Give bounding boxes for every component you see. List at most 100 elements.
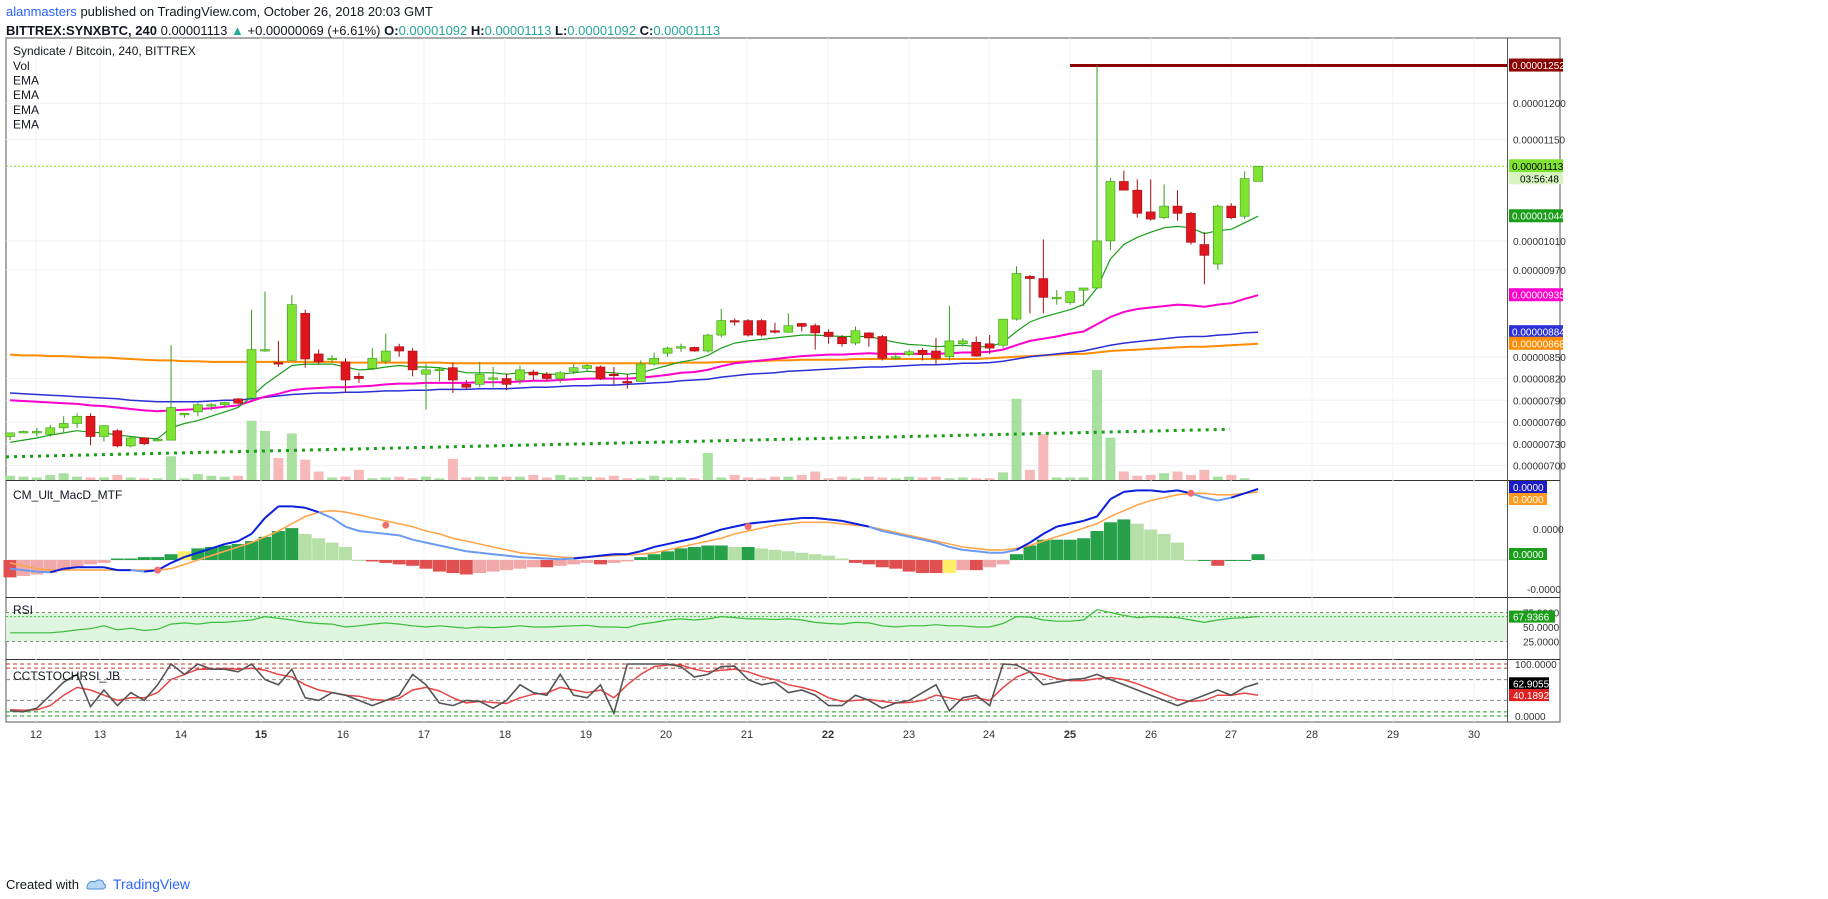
macd-histogram-bar: [97, 560, 111, 563]
candle-body: [179, 413, 190, 416]
countdown-bg: [1509, 172, 1563, 185]
y-tick-label: 0.00000790: [1513, 396, 1566, 407]
volume-bar: [1078, 477, 1089, 480]
volume-bar: [112, 474, 123, 480]
volume-bar: [528, 474, 539, 480]
candle-body: [327, 357, 337, 361]
candle-body: [193, 404, 203, 413]
macd-histogram-bar: [567, 560, 581, 565]
candle-body: [1132, 189, 1143, 214]
candle-body: [260, 349, 270, 352]
author-link[interactable]: alanmasters: [6, 4, 77, 19]
macd-histogram-bar: [741, 546, 755, 560]
macd-histogram-bar: [1184, 560, 1198, 561]
macd-histogram-bar: [848, 560, 862, 563]
macd-line-segment: [63, 566, 78, 570]
macd-histogram-bar: [674, 548, 688, 560]
candle-body: [689, 347, 700, 352]
candle-body: [1159, 205, 1169, 218]
candle-body: [971, 342, 982, 357]
volume-bar: [407, 478, 418, 480]
volume-bar: [18, 476, 29, 480]
macd-line-segment: [1123, 489, 1138, 493]
volume-bar: [1199, 469, 1210, 480]
macd-histogram-bar: [137, 557, 151, 560]
volume-bar: [810, 471, 821, 480]
macd-histogram-bar: [768, 549, 782, 560]
candle-body: [1105, 181, 1116, 242]
last-price: 0.00001113: [160, 23, 228, 38]
macd-histogram-bar: [808, 554, 822, 560]
x-tick-label: 18: [499, 729, 511, 741]
stoch-rsi-pane[interactable]: [6, 662, 1507, 717]
legend-entry: EMA: [13, 103, 39, 117]
volume-bar: [743, 477, 754, 480]
y-tick-label: 0.00000760: [1513, 418, 1566, 429]
tradingview-link[interactable]: TradingView: [112, 876, 191, 892]
macd-line-segment: [573, 556, 588, 560]
price-axis-label: 0.00001044: [1512, 212, 1565, 223]
macd-histogram-bar: [661, 551, 675, 560]
candle-body: [421, 369, 431, 375]
macd-y-tick: -0.0000: [1527, 585, 1561, 596]
volume-bar: [125, 477, 136, 480]
x-tick-label: 24: [983, 729, 995, 741]
stoch-value-bg: [1509, 689, 1549, 702]
volume-bar: [1212, 476, 1223, 480]
macd-line-segment: [9, 567, 24, 572]
rsi-pane[interactable]: [6, 608, 1507, 642]
footer: Created with TradingView: [6, 876, 190, 892]
macd-line-segment: [170, 556, 185, 564]
macd-histogram-bar: [1130, 523, 1144, 560]
volume-bar: [729, 474, 740, 480]
volume-bar: [850, 478, 861, 480]
candle-body: [783, 325, 794, 333]
macd-histogram-bar: [1050, 539, 1064, 560]
price-axis-label-bg: [1509, 288, 1563, 302]
macd-line-segment: [1002, 548, 1017, 554]
volume-bar: [514, 476, 525, 480]
x-tick-label: 14: [175, 729, 187, 741]
volume-bar: [783, 476, 794, 480]
macd-histogram-bar: [875, 560, 889, 568]
volume-bar: [702, 452, 713, 480]
x-tick-label: 28: [1306, 729, 1318, 741]
macd-line-segment: [707, 528, 722, 535]
candle-body: [233, 398, 243, 404]
volume-bar: [246, 420, 257, 480]
macd-line-segment: [586, 554, 601, 559]
macd-line-segment: [479, 551, 494, 556]
tradingview-logo-icon[interactable]: [85, 877, 107, 891]
candle-body: [32, 431, 42, 434]
candle-body: [45, 427, 56, 435]
macd-value-label: 0.0000: [1513, 495, 1544, 506]
volume-bar: [1092, 370, 1103, 480]
macd-line-segment: [1096, 498, 1112, 518]
candle-body: [367, 357, 378, 369]
volume-bar: [488, 476, 499, 480]
candle-body: [810, 325, 821, 334]
macd-line-segment: [1150, 489, 1165, 493]
ohlc-line: BITTREX:SYNXBTC, 240 0.00001113 ▲ +0.000…: [6, 21, 720, 40]
macd-pane[interactable]: [3, 487, 1265, 578]
macd-line-segment: [908, 535, 923, 541]
candle-body: [407, 350, 418, 371]
volume-bar: [259, 430, 270, 480]
macd-line-segment: [36, 570, 51, 574]
candle-body: [515, 369, 525, 381]
macd-line-segment: [721, 525, 735, 531]
price-pane[interactable]: [5, 64, 1507, 480]
volume-bar: [662, 477, 673, 480]
macd-histogram-bar: [486, 560, 500, 572]
macd-histogram-bar: [245, 541, 259, 560]
macd-value-label: 0.0000: [1513, 550, 1544, 561]
volume-bar: [595, 477, 606, 480]
candle-body: [448, 367, 458, 381]
candle-body: [461, 384, 472, 388]
high-value: 0.00001113: [484, 23, 552, 38]
candle-body: [635, 363, 646, 382]
price-axis-label-bg: [1509, 209, 1563, 223]
volume-bar: [31, 477, 42, 480]
volume-bar: [219, 476, 230, 480]
